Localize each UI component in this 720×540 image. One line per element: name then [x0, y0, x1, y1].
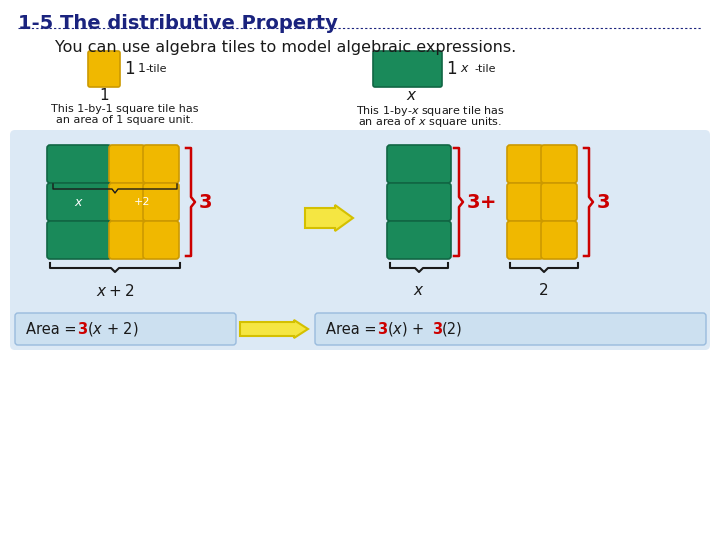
FancyBboxPatch shape: [109, 145, 145, 183]
FancyBboxPatch shape: [143, 221, 179, 259]
Text: $x$: $x$: [406, 88, 418, 103]
Text: -tile: -tile: [145, 64, 166, 74]
Text: You can use algebra tiles to model algebraic expressions.: You can use algebra tiles to model algeb…: [55, 40, 516, 55]
FancyBboxPatch shape: [541, 183, 577, 221]
Text: 1: 1: [138, 62, 146, 75]
FancyBboxPatch shape: [507, 221, 543, 259]
Text: 3: 3: [467, 192, 480, 212]
FancyBboxPatch shape: [109, 221, 145, 259]
Text: ($x$) +: ($x$) +: [387, 320, 426, 338]
Text: 3: 3: [597, 192, 611, 212]
Text: This 1-by-1 square tile has: This 1-by-1 square tile has: [51, 104, 199, 114]
FancyBboxPatch shape: [143, 145, 179, 183]
FancyBboxPatch shape: [387, 183, 451, 221]
Text: -tile: -tile: [474, 64, 495, 74]
FancyBboxPatch shape: [507, 183, 543, 221]
FancyBboxPatch shape: [47, 183, 111, 221]
Text: 1: 1: [99, 88, 109, 103]
FancyBboxPatch shape: [541, 221, 577, 259]
Text: Area =: Area =: [26, 321, 81, 336]
FancyBboxPatch shape: [387, 221, 451, 259]
FancyBboxPatch shape: [507, 145, 543, 183]
FancyBboxPatch shape: [541, 145, 577, 183]
FancyBboxPatch shape: [10, 130, 710, 350]
Text: $x$: $x$: [413, 283, 425, 298]
Text: This 1-by-$x$ square tile has: This 1-by-$x$ square tile has: [356, 104, 505, 118]
Text: 2: 2: [539, 283, 549, 298]
FancyBboxPatch shape: [47, 221, 111, 259]
FancyArrow shape: [305, 205, 353, 231]
Text: 3: 3: [377, 321, 387, 336]
Text: $x$: $x$: [460, 62, 470, 75]
FancyBboxPatch shape: [15, 313, 236, 345]
Text: +2: +2: [134, 197, 150, 207]
Text: Area =: Area =: [326, 321, 381, 336]
Text: 1: 1: [124, 60, 135, 78]
FancyBboxPatch shape: [47, 145, 111, 183]
Text: an area of $x$ square units.: an area of $x$ square units.: [358, 115, 502, 129]
FancyBboxPatch shape: [315, 313, 706, 345]
FancyBboxPatch shape: [143, 183, 179, 221]
Text: +: +: [480, 192, 496, 212]
FancyBboxPatch shape: [109, 183, 145, 221]
Text: 3: 3: [432, 321, 442, 336]
Text: 3: 3: [199, 192, 212, 212]
Text: $x$: $x$: [74, 195, 84, 208]
Text: 1: 1: [446, 60, 456, 78]
Text: 1-5 The distributive Property: 1-5 The distributive Property: [18, 14, 338, 33]
Text: ($x$ + 2): ($x$ + 2): [87, 320, 139, 338]
Text: an area of 1 square unit.: an area of 1 square unit.: [56, 115, 194, 125]
Text: 3: 3: [77, 321, 87, 336]
FancyBboxPatch shape: [387, 145, 451, 183]
FancyBboxPatch shape: [88, 51, 120, 87]
FancyBboxPatch shape: [373, 51, 442, 87]
Text: $x + 2$: $x + 2$: [96, 283, 134, 299]
FancyArrow shape: [240, 320, 308, 338]
Text: (2): (2): [442, 321, 463, 336]
